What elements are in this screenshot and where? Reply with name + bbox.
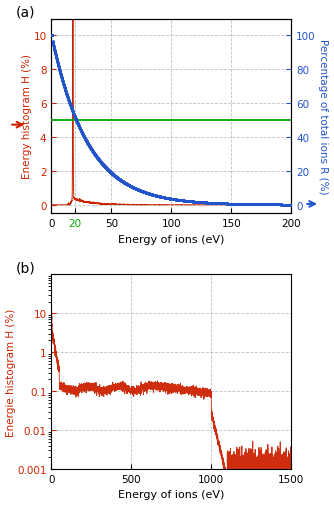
Y-axis label: Percentage of total ions R (%): Percentage of total ions R (%) — [318, 39, 328, 194]
X-axis label: Energy of ions (eV): Energy of ions (eV) — [118, 234, 224, 244]
X-axis label: Energy of ions (eV): Energy of ions (eV) — [118, 489, 224, 499]
Text: (a): (a) — [15, 6, 35, 20]
Text: (b): (b) — [15, 261, 35, 275]
Y-axis label: Energy histogram H (%): Energy histogram H (%) — [22, 55, 32, 179]
Y-axis label: Energie histogram H (%): Energie histogram H (%) — [6, 308, 16, 436]
